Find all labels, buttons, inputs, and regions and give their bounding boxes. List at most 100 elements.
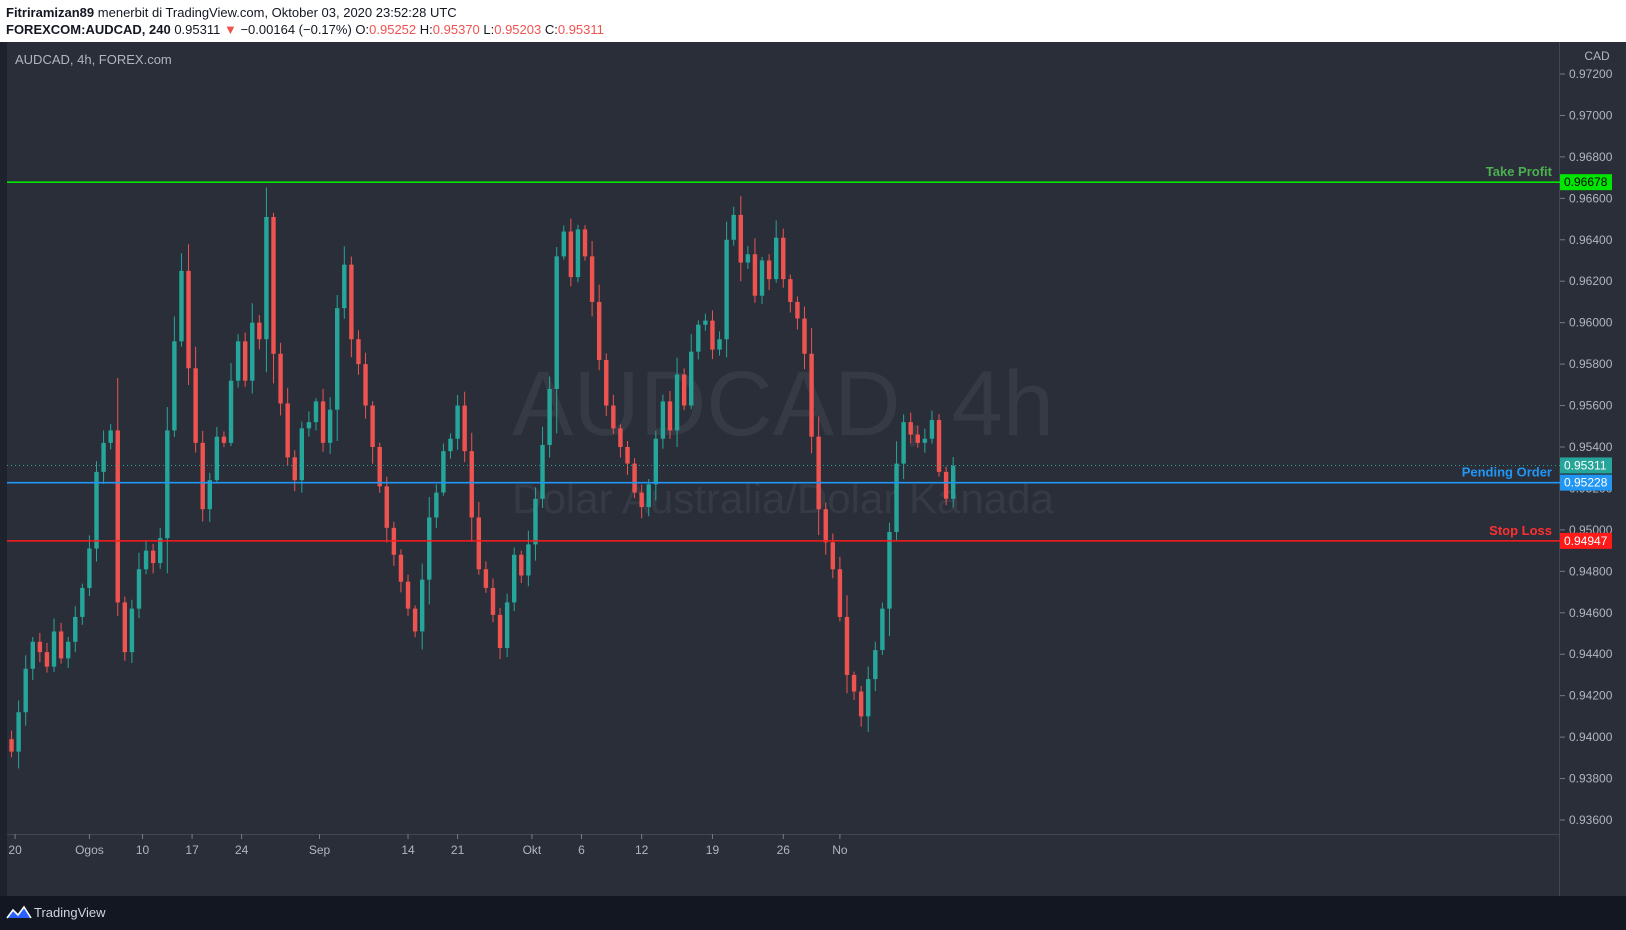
chart-title: AUDCAD, 4h, FOREX.com [15, 52, 172, 67]
candle-body [419, 579, 425, 632]
time-tick-label: 26 [777, 843, 791, 857]
candle-body [554, 256, 559, 389]
price-tick-label: 0.96000 [1569, 316, 1613, 330]
candle-body [412, 608, 418, 632]
candle-body [313, 401, 319, 423]
candle-body [264, 216, 269, 340]
price-tick-label: 0.93600 [1569, 813, 1613, 827]
hline-price-label-1: 0.95228 [1564, 476, 1608, 490]
price-tick-label: 0.93800 [1569, 772, 1613, 786]
candle-body [363, 364, 368, 406]
candle-body [696, 324, 701, 352]
candle-body [16, 712, 21, 752]
candle-body [179, 270, 184, 342]
time-tick-label: Okt [523, 843, 542, 857]
candle-body [228, 380, 234, 443]
low-value: 0.95203 [494, 22, 542, 37]
candle-body [122, 602, 128, 653]
candle-body [342, 264, 347, 309]
candle-body [880, 608, 885, 651]
candle-body [108, 430, 113, 443]
price-tick-label: 0.94200 [1569, 689, 1613, 703]
candle-body [58, 631, 64, 659]
candle-body [441, 451, 446, 493]
candle-body [30, 641, 35, 669]
candle-body [405, 581, 411, 609]
candle-body [646, 484, 651, 508]
candle-body [80, 587, 85, 617]
candle-body [129, 608, 135, 653]
candlestick-chart[interactable]: AUDCAD, 4h Dolar Australia/Dolar Kanada … [0, 42, 1626, 896]
time-tick-label: 20 [8, 843, 22, 857]
candle-body [200, 442, 205, 510]
candle-body [717, 339, 722, 350]
candle-body [604, 359, 609, 406]
candle-body [866, 679, 871, 717]
candle-body [851, 674, 857, 692]
candle-body [278, 353, 283, 404]
candle-body [674, 374, 680, 431]
change-arrow-icon: ▼ [223, 22, 237, 37]
candle-body [561, 231, 566, 257]
plot-area[interactable] [7, 42, 1560, 834]
chart-header: Fitriramizan89 menerbit di TradingView.c… [0, 0, 1626, 42]
horizontal-lines[interactable]: Take Profit 0.96678 Pending Order 0.95228 St… [7, 164, 1612, 549]
price-tick-label: 0.96200 [1569, 274, 1613, 288]
candle-body [625, 447, 630, 464]
candle-body [306, 422, 312, 429]
candle-body [901, 422, 906, 464]
time-tick-label: 10 [136, 843, 150, 857]
candle-body [823, 509, 828, 543]
candle-body [271, 216, 276, 354]
candle-body [469, 451, 474, 518]
candle-body [384, 486, 389, 528]
candle-body [766, 260, 772, 280]
candle-body [370, 405, 375, 447]
candle-body [292, 457, 297, 481]
last-price: 0.95311 [174, 22, 221, 37]
candle-body [186, 270, 191, 369]
candle-body [94, 471, 99, 549]
candle-body [9, 739, 14, 752]
time-tick-label: Ogos [75, 843, 104, 857]
candles [9, 187, 956, 769]
candle-body [434, 492, 439, 518]
candle-body [809, 353, 814, 437]
last-price-badge [1560, 457, 1612, 474]
candle-body [504, 602, 510, 649]
tradingview-logo-icon[interactable] [6, 904, 32, 922]
candle-body [327, 409, 333, 443]
candle-body [759, 260, 765, 296]
watermark: AUDCAD, 4h Dolar Australia/Dolar Kanada [512, 353, 1054, 522]
price-tick-label: 0.95800 [1569, 357, 1613, 371]
candle-body [816, 436, 821, 510]
candle-body [887, 531, 892, 609]
time-tick-label: No [832, 843, 848, 857]
tradingview-brand[interactable]: TradingView [34, 905, 106, 920]
price-tick-label: 0.95600 [1569, 399, 1613, 413]
candle-body [582, 229, 588, 257]
candle-body [242, 341, 248, 381]
candle-body [497, 614, 503, 649]
hline-name-1: Pending Order [1462, 465, 1552, 480]
candle-body [356, 339, 361, 365]
low-label: L: [483, 22, 495, 37]
candle-body [158, 538, 163, 564]
author-name[interactable]: Fitriramizan89 [6, 5, 95, 20]
time-axis[interactable] [7, 834, 1560, 896]
candle-body [639, 492, 644, 508]
symbol-name[interactable]: FOREXCOM:AUDCAD, 240 [6, 22, 171, 37]
hline-price-badge-2 [1560, 532, 1612, 549]
symbol-line: FOREXCOM:AUDCAD, 240 0.95311 ▼ −0.00164 … [6, 22, 604, 37]
candle-body [724, 239, 729, 340]
currency-label: CAD [1584, 49, 1610, 63]
candle-body [87, 548, 92, 588]
candle-body [150, 550, 156, 564]
candle-body [943, 471, 949, 499]
candle-body [193, 368, 198, 443]
candle-body [908, 422, 913, 435]
hline-name-2: Stop Loss [1489, 523, 1552, 538]
candle-body [235, 341, 241, 381]
candle-body [320, 401, 326, 443]
price-change: −0.00164 (−0.17%) [240, 22, 352, 37]
